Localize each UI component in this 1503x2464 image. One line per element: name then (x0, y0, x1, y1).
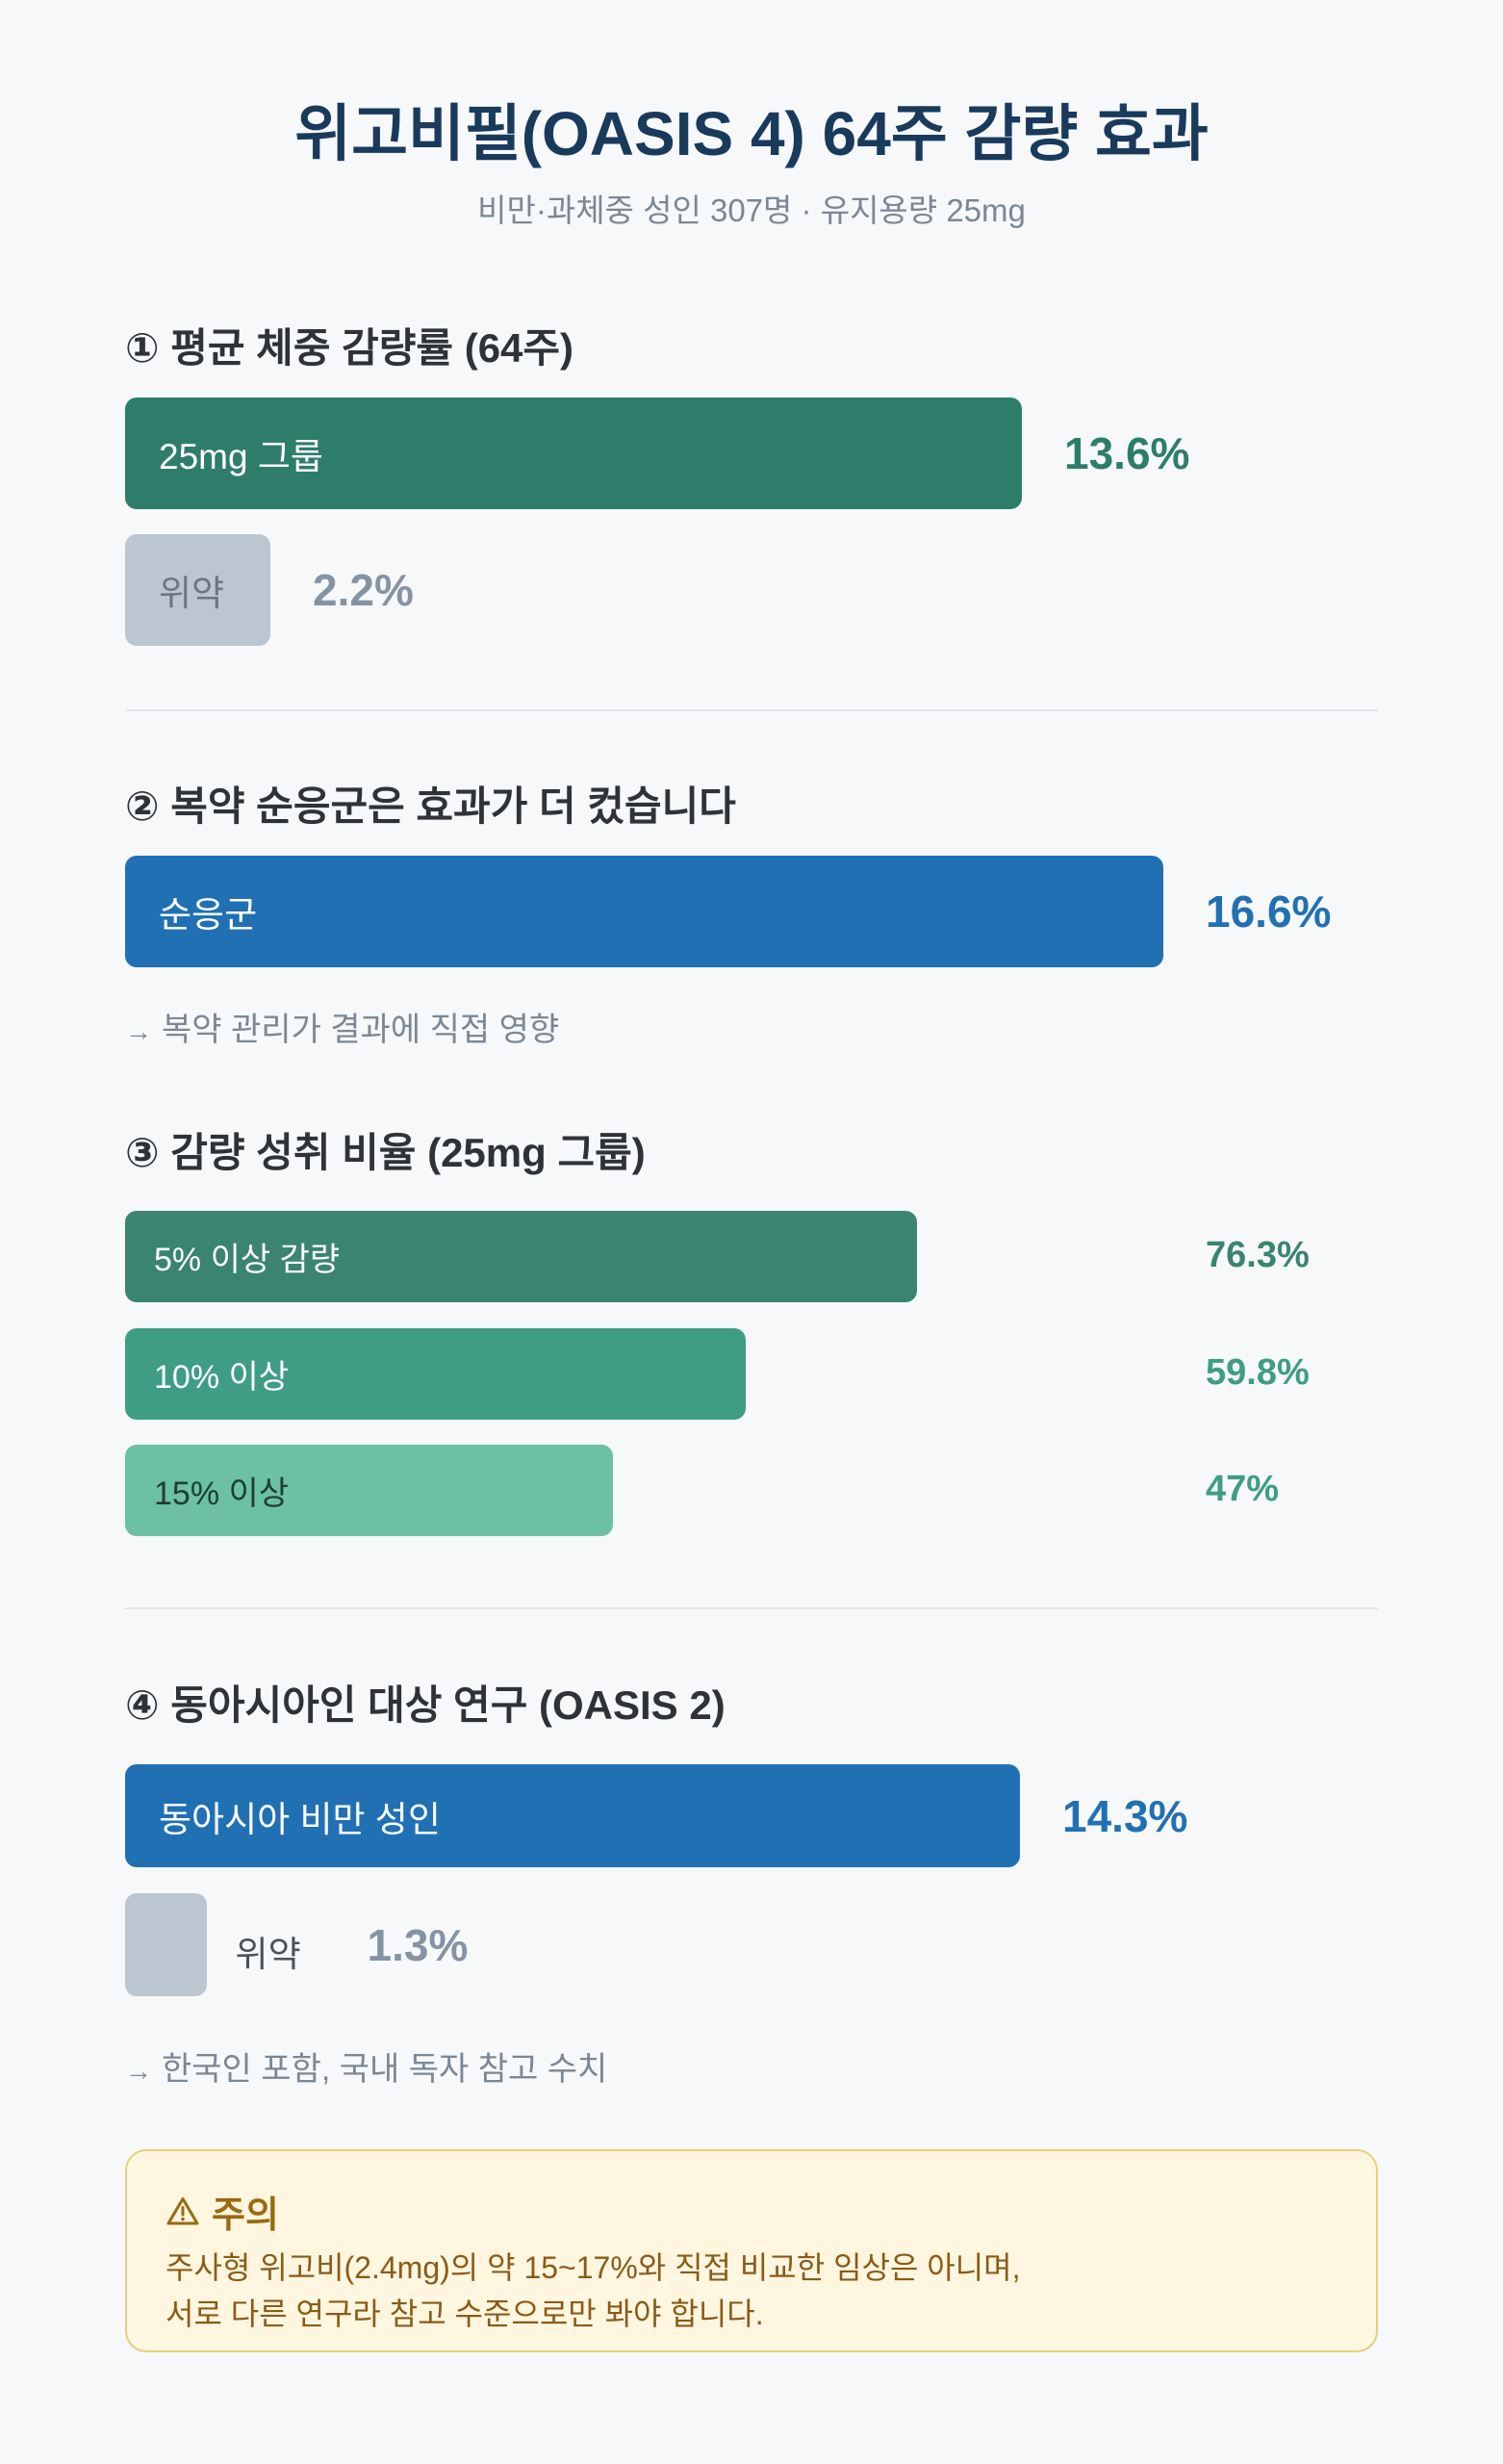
bar: 10% 이상 (125, 1328, 747, 1420)
bar: 5% 이상 감량 (125, 1211, 917, 1302)
divider (125, 709, 1378, 711)
note-text: 한국인 포함, 국내 독자 참고 수치 (162, 2051, 608, 2088)
divider (125, 1607, 1378, 1609)
bar (125, 1893, 207, 1996)
bar-value-label: 16.6% (1206, 886, 1332, 937)
section-1-heading: ① 평균 체중 감량률 (64주) (125, 325, 574, 371)
arrow-icon: → (125, 2056, 152, 2086)
warning-box: 주의 주사형 위고비(2.4mg)의 약 15~17%와 직접 비교한 임상은 … (125, 2149, 1378, 2352)
bar: 동아시아 비만 성인 (125, 1764, 1020, 1867)
bar: 위약 (125, 534, 270, 646)
bar-value-label: 14.3% (1062, 1790, 1188, 1841)
bar-value-label: 76.3% (1206, 1235, 1310, 1276)
bar-value-label: 59.8% (1206, 1352, 1310, 1394)
note-text: 복약 관리가 결과에 직접 영향 (162, 1012, 560, 1048)
warning-line-2: 서로 다른 연구라 참고 수준으로만 봐야 합니다. (166, 2297, 764, 2331)
bar-value-label: 13.6% (1064, 428, 1190, 479)
bar-value-label: 47% (1206, 1469, 1280, 1510)
bar-label: 25mg 그룹 (159, 437, 323, 476)
page-subtitle: 비만·과체중 성인 307명 · 유지용량 25mg (477, 192, 1026, 228)
bar-label: 동아시아 비만 성인 (159, 1799, 441, 1839)
bar-label: 위약 (235, 1934, 301, 1974)
bar-value-label: 2.2% (313, 565, 414, 616)
bar-label: 순응군 (159, 895, 258, 935)
section-3-heading: ③ 감량 성취 비율 (25mg 그룹) (125, 1130, 646, 1175)
section-4-heading: ④ 동아시아인 대상 연구 (OASIS 2) (125, 1682, 726, 1728)
arrow-icon: → (125, 1016, 152, 1046)
bar: 15% 이상 (125, 1445, 613, 1536)
page-title: 위고비필(OASIS 4) 64주 감량 효과 (294, 99, 1209, 168)
bar-value-label: 1.3% (367, 1919, 469, 1970)
section-4-note: → 한국인 포함, 국내 독자 참고 수치 (125, 2042, 607, 2090)
bar: 25mg 그룹 (125, 398, 1022, 509)
bar-label: 15% 이상 (154, 1476, 290, 1512)
bar-label: 5% 이상 감량 (154, 1242, 341, 1278)
bar-label: 위약 (159, 574, 225, 613)
section-2-heading: ② 복약 순응군은 효과가 더 컸습니다 (125, 783, 736, 829)
section-2-note: → 복약 관리가 결과에 직접 영향 (125, 1003, 559, 1050)
warning-body: 주사형 위고비(2.4mg)의 약 15~17%와 직접 비교한 임상은 아니며… (166, 2245, 1021, 2337)
bar: 순응군 (125, 856, 1163, 967)
bar-label: 10% 이상 (154, 1359, 290, 1396)
warning-title: 주의 (212, 2195, 279, 2236)
warning-triangle-icon (166, 2196, 199, 2224)
warning-heading: 주의 (166, 2185, 279, 2238)
warning-line-1: 주사형 위고비(2.4mg)의 약 15~17%와 직접 비교한 임상은 아니며… (166, 2250, 1021, 2285)
